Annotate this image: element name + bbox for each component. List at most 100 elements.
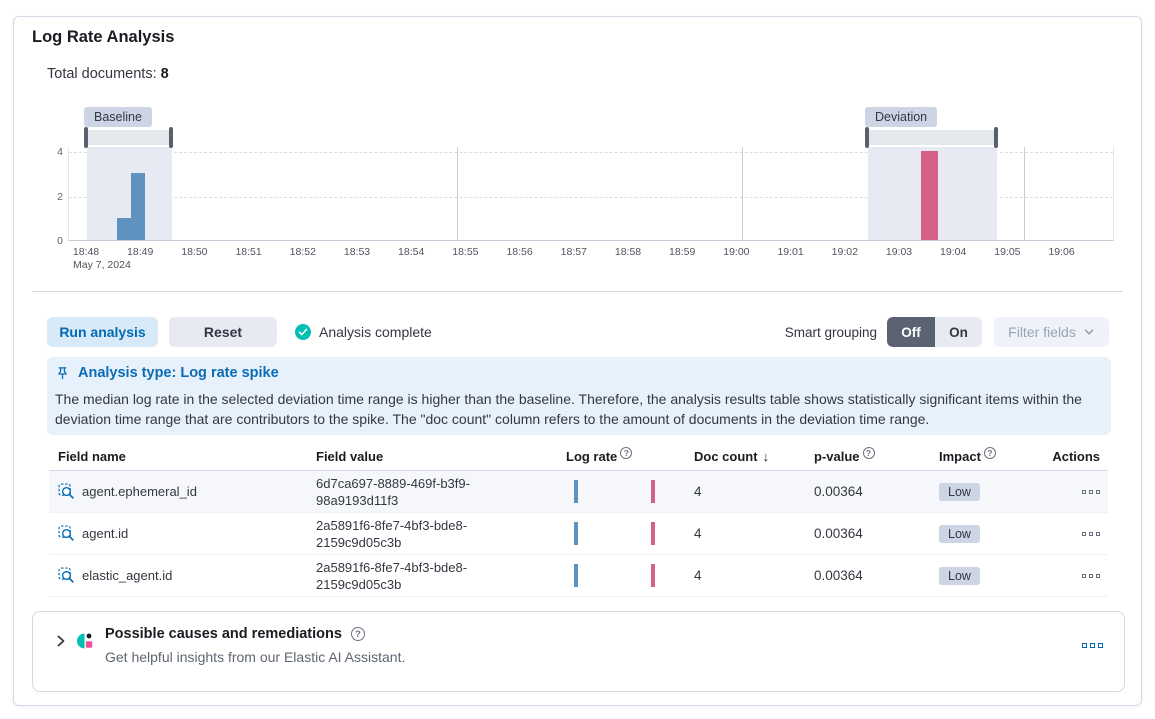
- x-axis-tick-label: 19:02: [831, 246, 858, 258]
- total-documents-label: Total documents:: [47, 66, 157, 82]
- x-axis-tick-label: 18:49: [127, 246, 154, 258]
- filter-fields-label: Filter fields: [1008, 324, 1076, 340]
- impact-badge: Low: [939, 524, 980, 543]
- section-divider: [32, 291, 1123, 292]
- document-count-chart: May 7, 2024 4 2 0 Baseline Deviation 18:48 18:…: [47, 101, 1119, 279]
- column-header-field-name[interactable]: Field name: [58, 449, 126, 464]
- x-axis-date-label: May 7, 2024: [73, 259, 131, 271]
- histogram-plot: [68, 147, 1114, 241]
- x-axis-tick-label: 19:03: [885, 246, 913, 258]
- reset-button[interactable]: Reset: [169, 317, 277, 347]
- x-axis-tick-label: 18:56: [506, 246, 533, 258]
- impact-badge: Low: [939, 482, 980, 501]
- callout-title: Analysis type: Log rate spike: [78, 365, 279, 381]
- possible-causes-panel[interactable]: Possible causes and remediations ? Get h…: [32, 611, 1125, 692]
- analysis-status: Analysis complete: [294, 323, 432, 341]
- pin-icon: [55, 366, 70, 381]
- y-axis-tick-label: 0: [57, 235, 63, 247]
- deviation-brush[interactable]: [867, 130, 996, 145]
- run-analysis-button[interactable]: Run analysis: [47, 317, 158, 347]
- column-header-actions: Actions: [1052, 449, 1100, 464]
- log-rate-analysis-panel: Log Rate Analysis Total documents: 8 May…: [13, 16, 1142, 706]
- analysis-controls: Run analysis Reset Analysis complete: [47, 317, 432, 347]
- deviation-mini-bar: [651, 480, 655, 503]
- field-search-icon[interactable]: [58, 483, 75, 500]
- p-value-cell: 0.00364: [814, 526, 863, 541]
- x-axis-tick-label: 18:59: [669, 246, 696, 258]
- x-axis-tick-label: 18:50: [181, 246, 208, 258]
- row-actions-icon[interactable]: [1082, 573, 1100, 578]
- v-gridline: [1024, 147, 1026, 240]
- x-axis-tick-label: 18:58: [614, 246, 642, 258]
- elastic-ai-assistant-icon: [75, 631, 95, 656]
- x-axis-tick-label: 18:51: [235, 246, 262, 258]
- field-value: 2a5891f6-8fe7-4bf3-bde8-2159c9d05c3b: [316, 559, 468, 592]
- table-row: elastic_agent.id 2a5891f6-8fe7-4bf3-bde8…: [49, 555, 1108, 597]
- h-gridline: [69, 152, 1113, 153]
- callout-body: The median log rate in the selected devi…: [55, 391, 1082, 427]
- y-axis-tick-label: 2: [57, 190, 63, 203]
- y-axis-tick-label: 4: [57, 146, 63, 158]
- chevron-right-icon[interactable]: [53, 633, 69, 654]
- x-axis-tick-label: 18:48: [72, 246, 100, 258]
- help-icon[interactable]: ?: [350, 627, 365, 641]
- baseline-mini-bar: [574, 480, 578, 503]
- table-row: agent.ephemeral_id 6d7ca697-8889-469f-b3…: [49, 471, 1108, 513]
- column-header-field-value[interactable]: Field value: [316, 449, 384, 464]
- impact-badge: Low: [939, 566, 980, 585]
- baseline-brush-handle-left[interactable]: [84, 127, 88, 148]
- column-header-p-value[interactable]: p-value?: [792, 446, 907, 464]
- x-axis-tick-label: 19:06: [1048, 246, 1075, 258]
- field-search-icon[interactable]: [58, 567, 75, 584]
- baseline-brush[interactable]: [86, 130, 172, 145]
- column-header-log-rate[interactable]: Log rate?: [562, 446, 677, 464]
- grouping-filter-controls: Smart grouping Off On Filter fields: [785, 317, 1109, 347]
- page-title: Log Rate Analysis: [32, 28, 175, 46]
- x-axis-tick-label: 19:05: [994, 246, 1021, 258]
- log-rate-mini-chart: [562, 555, 672, 596]
- histogram-bar-baseline: [130, 173, 145, 240]
- total-documents-value: 8: [160, 66, 169, 82]
- filter-fields-button[interactable]: Filter fields: [994, 317, 1109, 347]
- x-axis-tick-label: 18:55: [452, 246, 479, 258]
- baseline-badge: Baseline: [84, 107, 152, 127]
- x-axis-tick-label: 19:01: [777, 246, 804, 258]
- smart-grouping-off-button[interactable]: Off: [887, 317, 935, 347]
- possible-causes-title-row: Possible causes and remediations ?: [105, 626, 365, 642]
- x-axis-tick-label: 19:00: [723, 246, 750, 258]
- row-actions-icon[interactable]: [1082, 531, 1100, 536]
- baseline-mini-bar: [574, 564, 578, 587]
- histogram-bar-baseline: [116, 217, 131, 240]
- possible-causes-subtitle: Get helpful insights from our Elastic AI…: [105, 649, 406, 665]
- field-value: 6d7ca697-8889-469f-b3f9-98a9193d11f3: [316, 475, 470, 508]
- total-documents: Total documents: 8: [47, 66, 169, 82]
- field-name: agent.ephemeral_id: [82, 484, 197, 499]
- doc-count-cell: 4: [694, 484, 702, 499]
- log-rate-info-icon[interactable]: ?: [620, 446, 633, 459]
- x-axis-tick-label: 18:52: [289, 246, 316, 258]
- deviation-brush-handle-left[interactable]: [865, 127, 870, 148]
- baseline-brush-handle-right[interactable]: [169, 127, 174, 148]
- histogram-bar-deviation: [921, 151, 939, 240]
- deviation-brush-handle-right[interactable]: [994, 127, 999, 148]
- field-search-icon[interactable]: [58, 525, 75, 542]
- impact-info-icon[interactable]: ?: [983, 446, 996, 459]
- p-value-info-icon[interactable]: ?: [862, 446, 875, 459]
- deviation-mini-bar: [651, 564, 655, 587]
- results-table: Field name Field value Log rate? Doc cou…: [49, 443, 1108, 597]
- panel-actions-icon[interactable]: [1082, 643, 1103, 648]
- sort-descending-icon[interactable]: ↓: [762, 449, 770, 464]
- chevron-down-icon: [1083, 326, 1095, 338]
- column-header-doc-count[interactable]: Doc count ↓: [694, 449, 770, 464]
- field-name: agent.id: [82, 526, 129, 541]
- x-axis-tick-label: 18:54: [398, 246, 425, 258]
- column-header-impact[interactable]: Impact?: [907, 446, 1022, 464]
- row-actions-icon[interactable]: [1082, 489, 1100, 494]
- baseline-mini-bar: [574, 522, 578, 545]
- x-axis-tick-label: 18:53: [343, 246, 371, 258]
- v-gridline: [457, 147, 459, 240]
- smart-grouping-on-button[interactable]: On: [935, 317, 982, 347]
- deviation-mini-bar: [651, 522, 655, 545]
- table-row: agent.id 2a5891f6-8fe7-4bf3-bde8-2159c9d…: [49, 513, 1108, 555]
- p-value-cell: 0.00364: [814, 484, 863, 499]
